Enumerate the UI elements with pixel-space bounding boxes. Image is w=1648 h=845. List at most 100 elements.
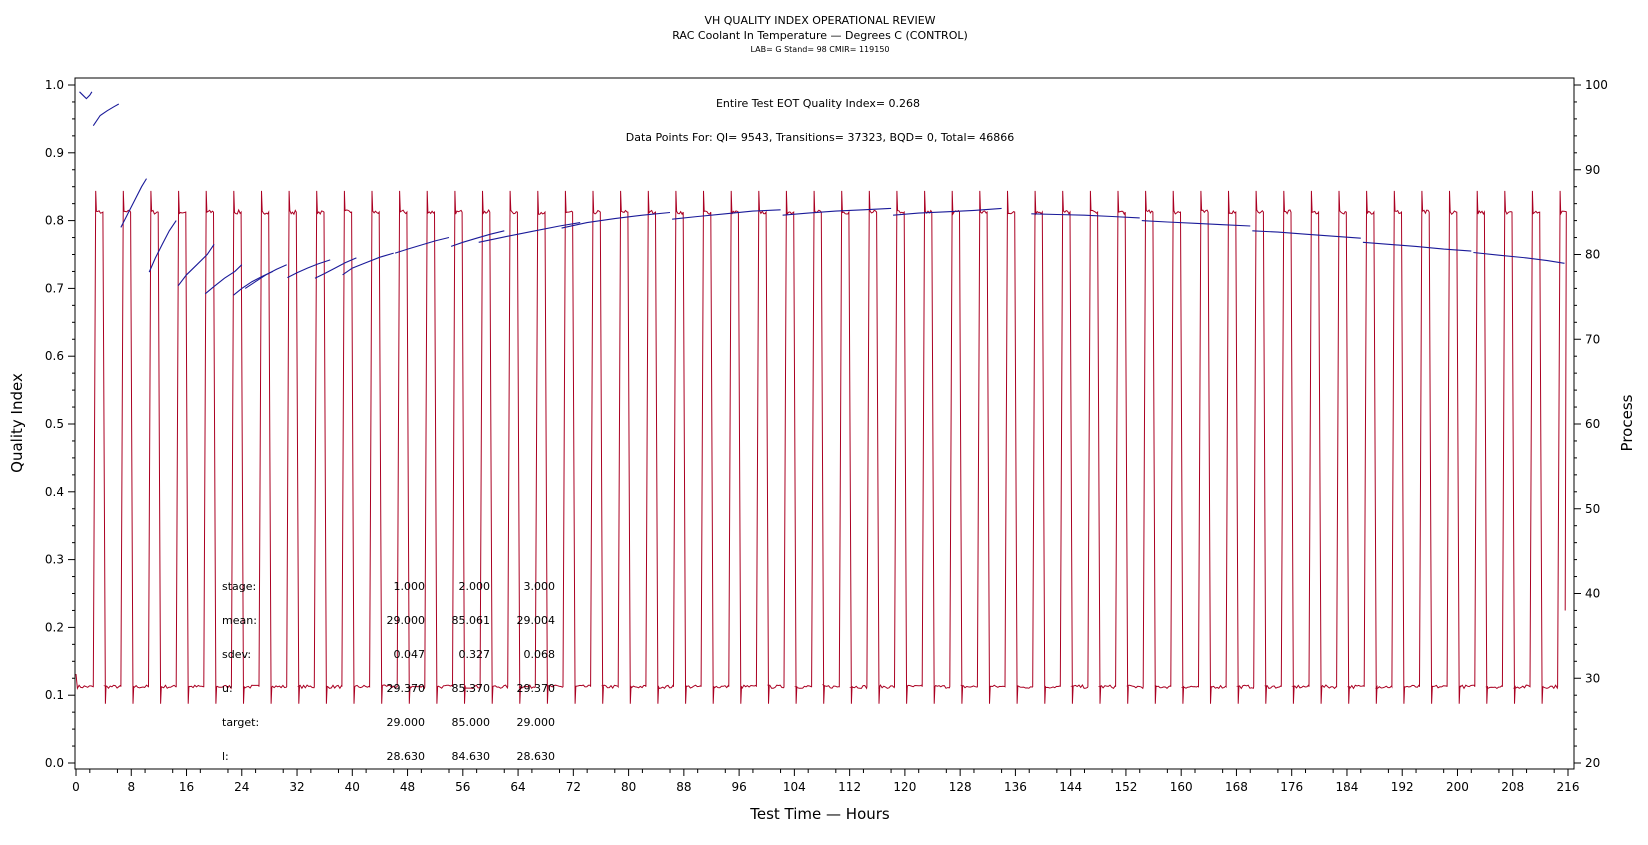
y2-tick-label: 70 <box>1585 332 1600 346</box>
data-points-annotation: Data Points For: QI= 9543, Transitions= … <box>626 131 1015 144</box>
stats-row-label: target: <box>222 716 259 729</box>
y2-axis-title: Process <box>1618 394 1636 451</box>
quality-index-segment <box>1031 213 1140 219</box>
y-tick-label: 1.0 <box>45 78 64 92</box>
stats-row-value: 1.000 <box>394 580 426 593</box>
x-tick-label: 184 <box>1336 780 1359 794</box>
x-tick-label: 88 <box>676 780 691 794</box>
x-tick-label: 80 <box>621 780 636 794</box>
process-line <box>75 190 1567 704</box>
x-tick-label: 192 <box>1391 780 1414 794</box>
plot-frame <box>74 77 1575 770</box>
stats-row-label: mean: <box>222 614 257 627</box>
y-tick-label: 0.2 <box>45 620 64 634</box>
y-tick-label: 0.8 <box>45 214 64 228</box>
y-axis-right: 20 30 40 50 60 70 80 90 100 <box>1574 78 1608 770</box>
stats-row-value: 0.047 <box>394 648 426 661</box>
quality-index-segment <box>1141 220 1251 227</box>
stats-row-label: sdev: <box>222 648 251 661</box>
x-tick-label: 32 <box>289 780 304 794</box>
stats-row-value: 85.000 <box>452 716 491 729</box>
x-tick-label: 136 <box>1004 780 1027 794</box>
x-tick-label: 160 <box>1170 780 1193 794</box>
stats-table: stage: 1.000 2.000 3.000 mean: 29.000 85.061 29… <box>222 580 555 763</box>
stats-row-value: 29.004 <box>517 614 556 627</box>
x-tick-label: 96 <box>731 780 746 794</box>
x-tick-label: 40 <box>345 780 360 794</box>
quality-index-segment <box>148 220 177 273</box>
x-tick-label: 144 <box>1059 780 1082 794</box>
stats-row-label: l: <box>222 750 229 763</box>
stats-row-value: 2.000 <box>459 580 491 593</box>
y-tick-label: 0.6 <box>45 349 64 363</box>
quality-index-segment <box>79 91 93 100</box>
stats-row-value: 85.370 <box>452 682 491 695</box>
x-axis: 0 8 16 24 32 40 48 56 64 72 80 88 96 104 112 120 128 136 1… <box>72 769 1579 794</box>
quality-index-segment <box>1362 241 1472 252</box>
quality-index-segment <box>314 257 357 279</box>
quality-index-segment <box>120 178 147 228</box>
quality-index-segment <box>92 103 120 127</box>
y2-tick-label: 20 <box>1585 756 1600 770</box>
quality-index-annotation: Entire Test EOT Quality Index= 0.268 <box>716 97 920 110</box>
stats-row-value: 29.370 <box>387 682 426 695</box>
x-tick-label: 104 <box>783 780 806 794</box>
x-tick-label: 112 <box>838 780 861 794</box>
quality-index-segment <box>450 230 505 247</box>
stats-row-label: u: <box>222 682 233 695</box>
y2-tick-label: 40 <box>1585 587 1600 601</box>
x-tick-label: 16 <box>179 780 194 794</box>
x-tick-label: 128 <box>949 780 972 794</box>
y2-tick-label: 50 <box>1585 502 1600 516</box>
y2-tick-label: 30 <box>1585 671 1600 685</box>
x-tick-label: 176 <box>1280 780 1303 794</box>
x-tick-label: 152 <box>1114 780 1137 794</box>
stats-row-value: 29.370 <box>517 682 556 695</box>
chart-header-line1: VH QUALITY INDEX OPERATIONAL REVIEW <box>704 14 935 27</box>
x-tick-label: 208 <box>1501 780 1524 794</box>
quality-index-series <box>79 91 1565 296</box>
y-tick-label: 0.5 <box>45 417 64 431</box>
y-tick-label: 0.4 <box>45 485 64 499</box>
process-series <box>75 190 1567 704</box>
y-tick-label: 0.9 <box>45 146 64 160</box>
quality-index-segment <box>204 264 243 295</box>
stats-row-value: 3.000 <box>524 580 556 593</box>
x-tick-label: 120 <box>893 780 916 794</box>
stats-row-value: 29.000 <box>517 716 556 729</box>
quality-index-segment <box>672 209 781 220</box>
x-tick-label: 200 <box>1446 780 1469 794</box>
stats-row-label: stage: <box>222 580 256 593</box>
quality-index-segment <box>1252 230 1361 239</box>
stats-row-value: 29.000 <box>387 614 426 627</box>
x-axis-title: Test Time — Hours <box>749 805 890 823</box>
y-tick-label: 0.1 <box>45 688 64 702</box>
stats-row-value: 28.630 <box>517 750 556 763</box>
y2-tick-label: 80 <box>1585 248 1600 262</box>
stats-row-value: 0.327 <box>459 648 491 661</box>
stats-row-value: 85.061 <box>452 614 491 627</box>
quality-index-segment <box>893 207 1002 216</box>
x-tick-label: 72 <box>566 780 581 794</box>
x-tick-label: 168 <box>1225 780 1248 794</box>
chart-header-line2: RAC Coolant In Temperature — Degrees C (… <box>672 29 968 42</box>
quality-index-segment <box>287 259 331 279</box>
quality-index-segment <box>394 236 450 254</box>
y-tick-label: 0.7 <box>45 281 64 295</box>
y-tick-label: 0.0 <box>45 756 64 770</box>
quality-index-segment <box>782 207 892 216</box>
y2-tick-label: 100 <box>1585 78 1608 92</box>
quality-index-segment <box>478 222 581 243</box>
quality-index-segment <box>1473 251 1565 264</box>
x-tick-label: 56 <box>455 780 470 794</box>
stats-row-value: 29.000 <box>387 716 426 729</box>
y-axis-left: 0.0 0.1 0.2 0.3 0.4 0.5 0.6 0.7 0.8 0.9 1.0 <box>45 78 75 770</box>
stats-row-value: 0.068 <box>524 648 556 661</box>
x-tick-label: 216 <box>1557 780 1580 794</box>
quality-index-segment <box>177 243 215 287</box>
quality-index-segment <box>342 252 394 276</box>
stats-row-value: 84.630 <box>452 750 491 763</box>
chart-header-line3: LAB= G Stand= 98 CMIR= 119150 <box>750 45 889 54</box>
x-tick-label: 8 <box>127 780 135 794</box>
